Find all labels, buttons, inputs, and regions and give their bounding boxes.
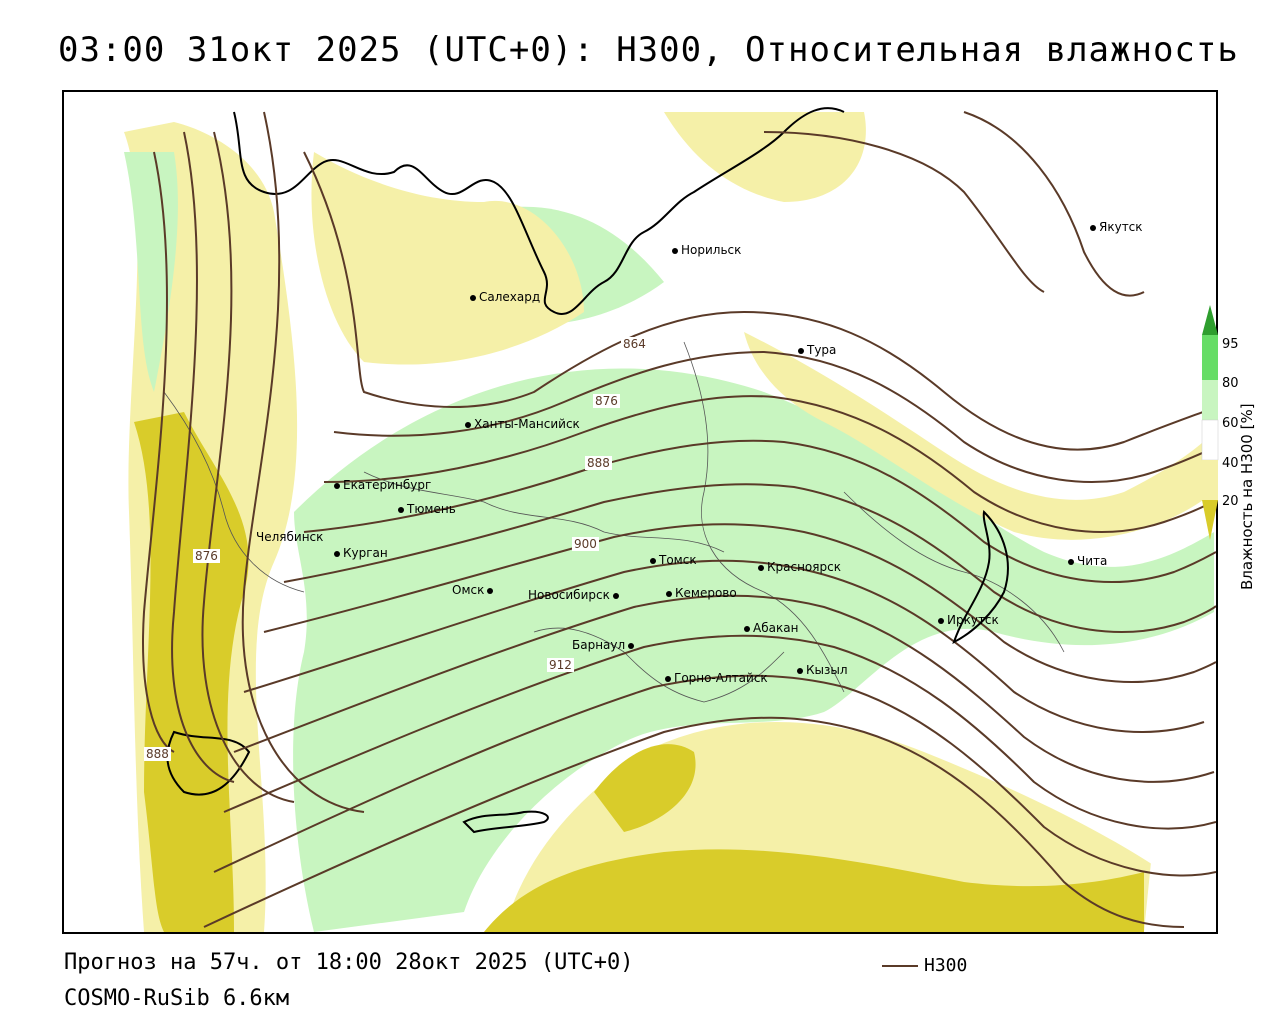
contour-label: 876 <box>593 394 620 408</box>
colorbar-tick: 20 <box>1222 494 1239 509</box>
coastline <box>166 107 845 834</box>
colorbar-tick: 80 <box>1222 376 1239 391</box>
contour-label: 900 <box>572 537 599 551</box>
city-label: Кемерово <box>666 586 737 600</box>
lake-baikal <box>952 509 1009 644</box>
city-label: Норильск <box>672 243 741 257</box>
city-label: Курган <box>334 546 388 560</box>
city-label: Абакан <box>744 621 798 635</box>
forecast-info: Прогноз на 57ч. от 18:00 28окт 2025 (UTC… <box>64 950 634 975</box>
colorbar-title: Влажность на H300 [%] <box>1238 403 1256 590</box>
contour-legend-label: H300 <box>924 955 968 976</box>
city-label: Новосибирск <box>528 588 622 602</box>
contour-label: 876 <box>193 549 220 563</box>
colorbar-tick: 95 <box>1222 337 1239 352</box>
contour-label: 888 <box>144 747 171 761</box>
regional-borders <box>163 341 1065 703</box>
contour-label: 864 <box>621 337 648 351</box>
city-label: Тюмень <box>398 502 456 516</box>
map-panel <box>62 90 1218 934</box>
city-label: Иркутск <box>938 613 999 627</box>
contour-legend: H300 <box>882 955 967 976</box>
model-name: COSMO-RuSib 6.6км <box>64 986 290 1011</box>
humidity-colorbar <box>1201 305 1219 540</box>
city-label: Красноярск <box>758 560 841 574</box>
colorbar-tick: 60 <box>1222 416 1239 431</box>
city-label: Кызыл <box>797 663 848 677</box>
city-label: Салехард <box>470 290 540 304</box>
city-label: Горно-Алтайск <box>665 671 768 685</box>
colorbar-tick: 40 <box>1222 456 1239 471</box>
city-label: Екатеринбург <box>334 478 431 492</box>
city-label: Чита <box>1068 554 1107 568</box>
city-label: Челябинск <box>256 530 324 544</box>
contour-label: 912 <box>547 658 574 672</box>
h300-contours <box>142 111 1216 928</box>
humidity-fields <box>124 112 1216 932</box>
contour-line-swatch <box>882 964 918 967</box>
city-label: Барнаул <box>572 638 637 652</box>
city-label: Тура <box>798 343 836 357</box>
map-canvas <box>124 107 1216 932</box>
map-title: 03:00 31окт 2025 (UTC+0): H300, Относите… <box>58 30 1239 70</box>
city-label: Ханты-Мансийск <box>465 417 580 431</box>
contour-label: 888 <box>585 456 612 470</box>
city-label: Томск <box>650 553 697 567</box>
city-label: Омск <box>452 583 496 597</box>
city-label: Якутск <box>1090 220 1143 234</box>
